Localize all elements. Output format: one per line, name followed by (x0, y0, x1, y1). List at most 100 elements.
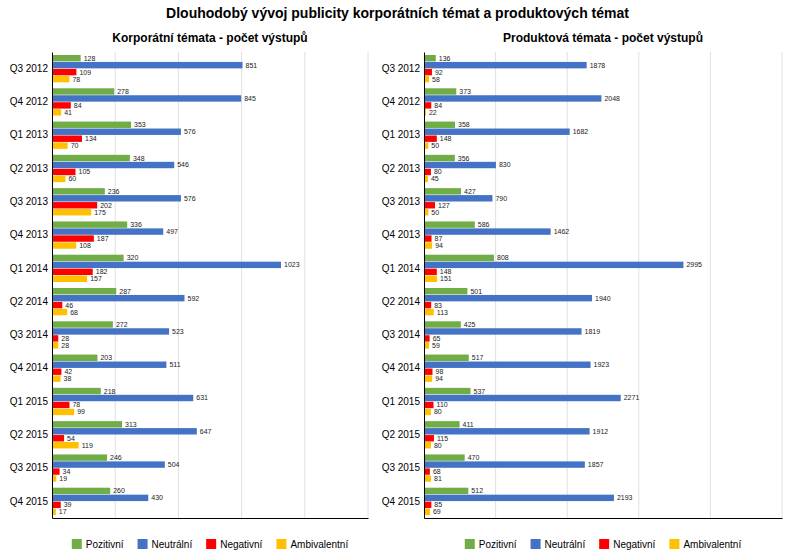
data-label: 42 (64, 368, 72, 375)
bar (424, 421, 460, 427)
data-label: 2193 (617, 494, 633, 501)
tick: Q1 2015 (382, 396, 421, 407)
data-label: 68 (70, 309, 78, 316)
data-label: 68 (433, 468, 441, 475)
bar (424, 309, 434, 315)
data-label: 80 (434, 442, 442, 449)
data-label: 537 (474, 388, 486, 395)
data-label: 576 (184, 128, 196, 135)
data-label: 109 (79, 69, 91, 76)
bar (52, 176, 65, 182)
bar (424, 55, 436, 61)
bar (424, 202, 435, 208)
bar (52, 55, 81, 61)
data-label: 1912 (593, 428, 609, 435)
bar (424, 269, 437, 275)
tick: Q4 2012 (10, 96, 49, 107)
data-label: 134 (85, 135, 97, 142)
data-label: 427 (464, 188, 476, 195)
bar (424, 402, 434, 408)
bar (52, 129, 181, 135)
legend-item: Pozitivní (465, 539, 517, 550)
data-label: 1923 (594, 361, 610, 368)
tick: Q3 2015 (10, 462, 49, 473)
data-label: 808 (497, 254, 509, 261)
tick: Q2 2013 (10, 163, 49, 174)
panel: Produktová témata - počet výstupů1363733… (382, 31, 783, 550)
tick-label: Q2 2015 (10, 429, 49, 440)
panel: Korporátní témata - počet výstupů1282783… (10, 31, 369, 550)
data-label: 50 (431, 209, 439, 216)
axis-line (425, 518, 783, 519)
bars (52, 55, 281, 515)
data-label: 41 (64, 109, 72, 116)
data-label: 83 (434, 302, 442, 309)
grid-line (567, 52, 568, 518)
legend-swatch (465, 539, 475, 549)
bar (52, 269, 93, 275)
bar (424, 409, 431, 415)
data-labels: 1363733583564275868085014255175374114705… (429, 55, 702, 516)
bar (424, 502, 431, 508)
tick-label: Q4 2013 (382, 229, 421, 240)
bar (424, 276, 437, 282)
legend-label: Pozitivní (86, 539, 124, 550)
tick-label: Q3 2015 (10, 462, 49, 473)
bar (52, 202, 97, 208)
data-label: 54 (67, 435, 75, 442)
axis-line (52, 53, 53, 519)
data-label: 187 (97, 235, 109, 242)
data-label: 94 (435, 242, 443, 249)
data-label: 358 (458, 121, 470, 128)
data-label: 39 (64, 501, 72, 508)
data-label: 19 (59, 475, 67, 482)
grid-line (710, 52, 711, 518)
data-label: 98 (435, 368, 443, 375)
data-label: 85 (434, 501, 442, 508)
tick: Q3 2014 (10, 329, 49, 340)
bar (424, 475, 431, 481)
data-label: 87 (435, 235, 443, 242)
data-label: 845 (244, 95, 256, 102)
tick-label: Q1 2015 (382, 396, 421, 407)
bar (424, 288, 467, 294)
bar (424, 328, 582, 334)
data-label: 1819 (585, 328, 601, 335)
bar (424, 488, 468, 494)
tick-label: Q3 2014 (382, 329, 421, 340)
data-label: 115 (437, 435, 448, 442)
tick: Q4 2015 (10, 496, 49, 507)
tick: Q1 2015 (10, 396, 49, 407)
legend-label: Negativní (613, 539, 655, 550)
data-label: 78 (72, 76, 80, 83)
data-label: 497 (166, 228, 178, 235)
legend-label: Neutrální (545, 539, 586, 550)
bar (52, 388, 101, 394)
tick-label: Q2 2013 (382, 163, 421, 174)
data-label: 81 (434, 475, 442, 482)
bar (52, 235, 94, 241)
data-label: 80 (434, 168, 442, 175)
tick: Q4 2013 (382, 229, 421, 240)
tick-label: Q2 2014 (382, 296, 421, 307)
data-label: 148 (440, 268, 452, 275)
tick: Q2 2015 (10, 429, 49, 440)
data-label: 80 (434, 408, 442, 415)
bar (52, 169, 76, 175)
bar (424, 88, 456, 94)
bar (424, 388, 471, 394)
data-label: 17 (59, 508, 67, 515)
bar (52, 276, 87, 282)
bar (52, 221, 127, 227)
bar (52, 109, 61, 115)
data-label: 202 (100, 202, 112, 209)
tick: Q2 2013 (382, 163, 421, 174)
tick-label: Q1 2013 (10, 129, 49, 140)
bar (52, 62, 242, 68)
bar (424, 195, 492, 201)
bar (52, 288, 116, 294)
data-label: 105 (79, 168, 91, 175)
data-label: 1857 (588, 461, 604, 468)
bar (52, 442, 79, 448)
grid (115, 52, 368, 518)
